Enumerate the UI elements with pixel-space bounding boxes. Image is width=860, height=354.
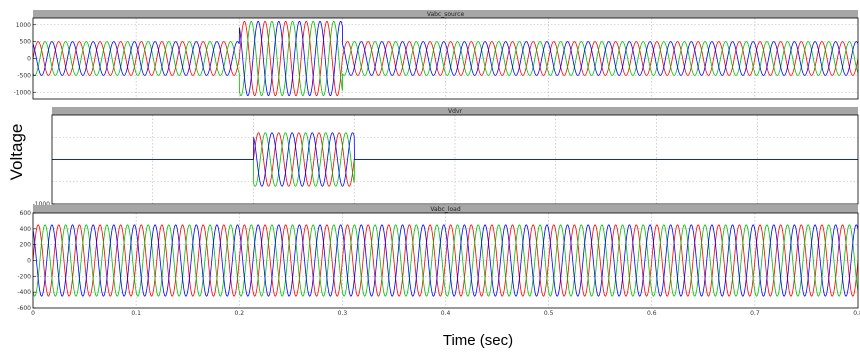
- x-axis-label: Time (sec): [443, 332, 513, 349]
- y-tick-label: 0: [27, 56, 31, 63]
- x-tick-label: 0.4: [441, 310, 451, 317]
- plot-frame: [51, 114, 859, 205]
- panel-Vabc_source: Vabc_source -1000 -500 0 500 1000: [14, 10, 859, 100]
- x-tick-label: 0: [31, 310, 35, 317]
- series-1-line: [33, 20, 858, 97]
- series-2-line: [33, 224, 858, 297]
- x-tick-label: 0.7: [750, 310, 760, 317]
- y-tick-label: 500: [20, 39, 32, 46]
- y-tick-label: 400: [20, 226, 32, 233]
- panel-title-bar: [33, 205, 858, 213]
- panel-title: Vabc_source: [427, 11, 465, 18]
- y-tick-label: -200: [17, 273, 31, 280]
- panel-Vdvr: Vdvr -1000: [33, 107, 859, 208]
- panel-title: Vdvr: [448, 108, 462, 115]
- x-tick-label: 0.8: [853, 310, 860, 317]
- panel-title: Vabc_load: [430, 206, 460, 213]
- series-1-line: [33, 224, 858, 297]
- x-tick-label: 0.3: [338, 310, 348, 317]
- y-tick-label: -400: [17, 289, 31, 296]
- panel-Vabc_load: Vabc_load -600 -400 -200 0 200 400 600 0 0.1 0.2 0.…: [17, 205, 860, 317]
- series-2-line: [33, 20, 858, 97]
- panel-title-bar: [33, 10, 858, 18]
- y-tick-label: 0: [27, 258, 31, 265]
- series-3-line: [52, 132, 858, 187]
- y-tick-label: 200: [20, 242, 32, 249]
- y-tick-label: 1000: [16, 22, 31, 29]
- x-tick-label: 0.1: [131, 310, 141, 317]
- y-tick-label: -1000: [14, 89, 32, 96]
- y-tick-label: 600: [20, 210, 32, 217]
- panel-title-bar: [52, 107, 858, 115]
- series-3-line: [33, 20, 858, 97]
- x-tick-label: 0.6: [647, 310, 657, 317]
- y-tick-label: -600: [17, 305, 31, 312]
- y-axis-label: Voltage: [7, 124, 26, 181]
- x-tick-label: 0.5: [544, 310, 554, 317]
- y-tick-label: -1000: [33, 201, 51, 208]
- y-tick-label: -500: [17, 72, 31, 79]
- series-3-line: [33, 224, 858, 297]
- x-tick-label: 0.2: [234, 310, 244, 317]
